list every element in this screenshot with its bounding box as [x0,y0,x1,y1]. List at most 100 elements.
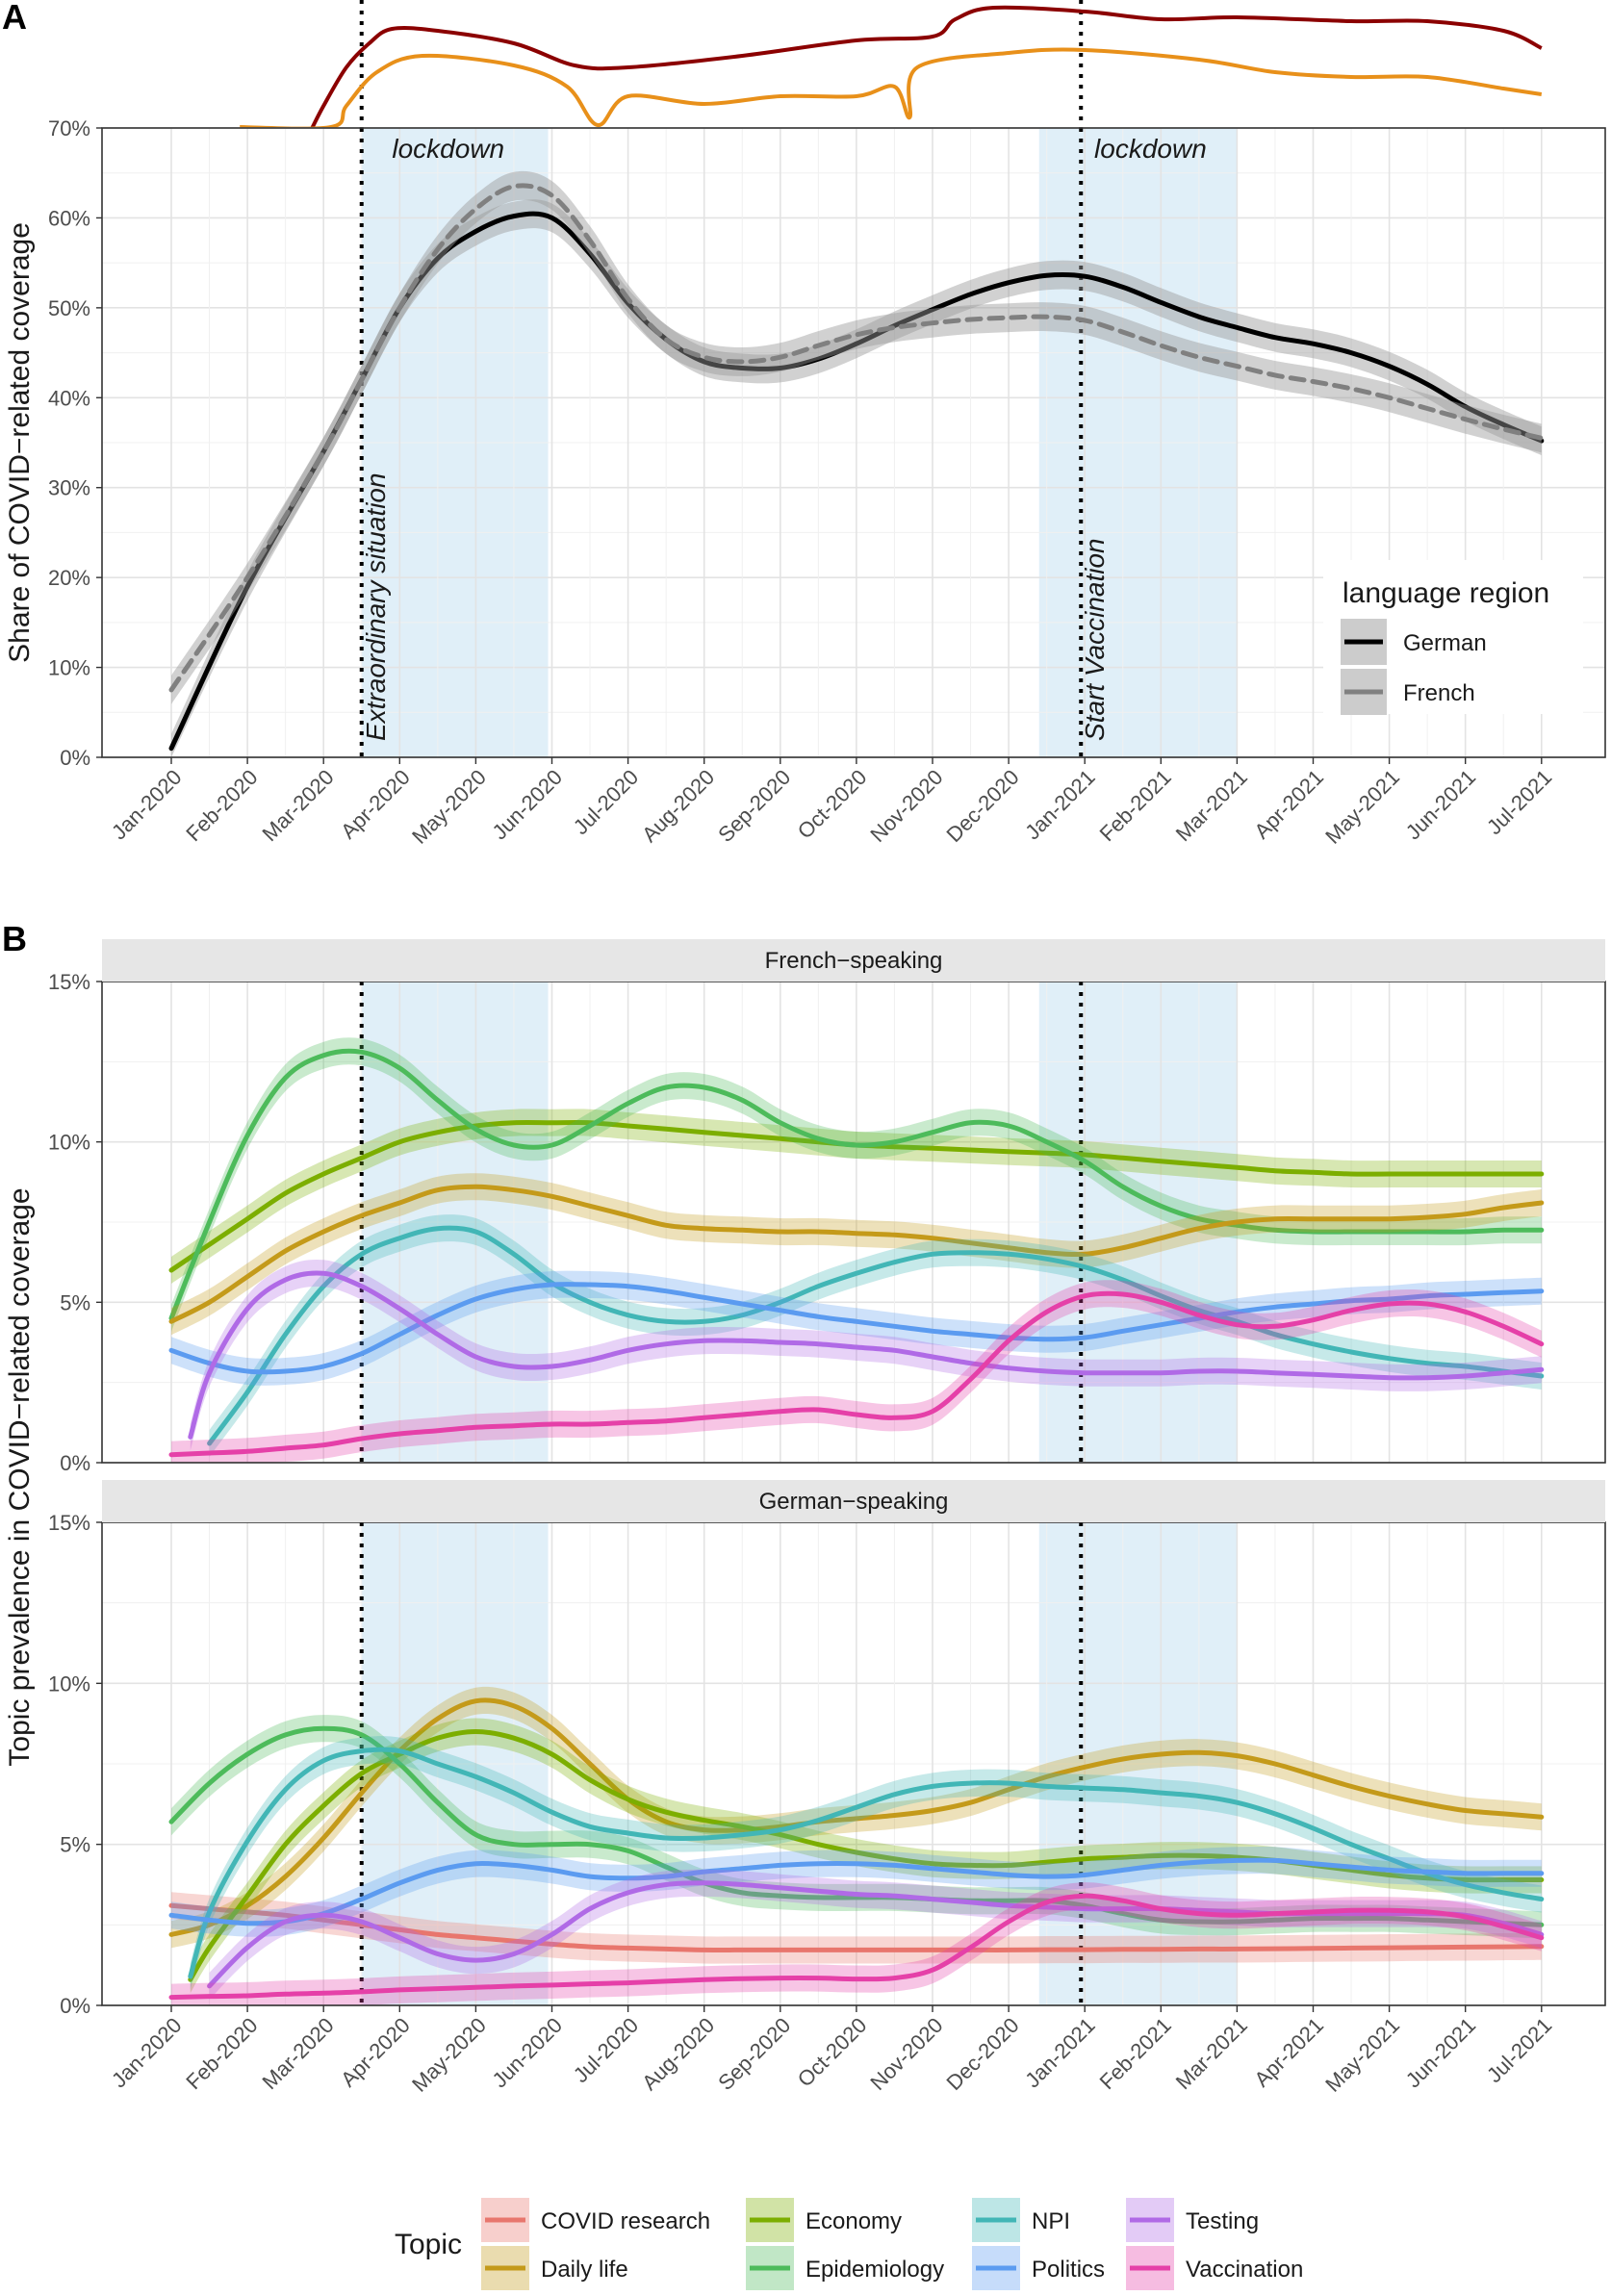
y-tick-label-french: 10% [48,1131,90,1155]
strip-french-label: French−speaking [765,948,943,974]
x-tick-label-a-may-2021: May-2021 [1320,765,1404,849]
series-line-vaccination-german [168,1893,1545,2001]
x-tick-label-b-jun-2021: Jun-2021 [1401,2013,1481,2093]
x-tick-label-a-jan-2020: Jan-2020 [107,765,187,845]
strip-german-label: German−speaking [759,1489,949,1515]
x-tick-label-b-nov-2020: Nov-2020 [865,2013,947,2095]
x-tick-label-b-may-2020: May-2020 [407,2013,491,2097]
series-line-npi-german [188,1747,1545,1979]
y-tick-label-french: 0% [60,1451,90,1475]
topic-label-npi: NPI [1032,2208,1070,2234]
y-tick-label-french: 15% [48,970,90,994]
event-label-2: Start Vaccination [1080,538,1110,741]
x-tick-label-a-oct-2020: Oct-2020 [793,765,872,844]
series-line-vaccination-french [168,1290,1545,1458]
panel-a-letter: A [2,0,27,37]
panel-a: 0% 10% 20% 30% 40% 50% 60% 70% [48,116,1606,770]
series-line-covid-research-german [168,1902,1545,1952]
panel-b-y-axis-title: Topic prevalence in COVID−related covera… [4,1187,36,1766]
language-region-legend: language region German French [1323,560,1583,715]
topic-label-epidemiology: Epidemiology [806,2257,944,2283]
series-line-french-a [168,183,1545,693]
series-line-epidemiology-german [168,1725,1545,1927]
legend-title: language region [1342,577,1549,609]
top-trend-french-line [240,47,1543,131]
panel-german: 0% 5% 10% 15% [48,1511,1606,2018]
x-tick-label-b-apr-2020: Apr-2020 [336,2013,415,2092]
y-tick-label-a: 50% [48,296,90,320]
y-tick-label-a: 40% [48,386,90,410]
ribbon-politics-german [171,1847,1542,1937]
ribbon-vaccination-french [171,1280,1542,1464]
x-tick-label-a-sep-2020: Sep-2020 [713,765,795,847]
topic-label-covid-research: COVID research [541,2208,710,2234]
topic-label-testing: Testing [1186,2208,1259,2234]
x-tick-label-b-mar-2021: Mar-2021 [1171,2013,1252,2094]
ribbon-testing-german [209,1869,1542,2000]
lockdown-label-1: lockdown [392,134,504,164]
top-trend-lines [240,0,1543,131]
x-tick-label-b-dec-2020: Dec-2020 [942,2013,1024,2095]
ribbon-covid-research-german [171,1892,1542,1964]
x-tick-label-a-may-2020: May-2020 [407,765,491,849]
x-tick-label-b-feb-2021: Feb-2021 [1095,2013,1176,2094]
y-tick-label-a: 30% [48,476,90,500]
panel-french: 0% 5% 10% 15% [48,970,1606,1475]
series-line-politics-german [168,1857,1545,1926]
x-tick-label-b-jan-2020: Jan-2020 [107,2013,187,2093]
top-trend-german-line [310,5,1543,129]
y-tick-label-a: 60% [48,206,90,230]
x-tick-label-b-jan-2021: Jan-2021 [1020,2013,1100,2093]
x-tick-label-a-jul-2021: Jul-2021 [1482,765,1556,839]
y-tick-label-german: 15% [48,1511,90,1535]
series-line-testing-french [188,1270,1545,1440]
x-tick-label-b-jun-2020: Jun-2020 [487,2013,567,2093]
x-tick-label-b-oct-2020: Oct-2020 [793,2013,872,2092]
topic-label-politics: Politics [1032,2257,1105,2283]
x-tick-label-a-feb-2020: Feb-2020 [181,765,262,846]
topic-legend: Topic COVID research Daily life Economy Epi… [395,2198,1303,2290]
strip-german-bg [102,1480,1605,1522]
lockdown-label-2: lockdown [1094,134,1207,164]
x-tick-label-b-jul-2020: Jul-2020 [569,2013,643,2087]
strip-french-bg [102,939,1605,982]
topic-label-economy: Economy [806,2208,902,2234]
x-tick-label-b-apr-2021: Apr-2021 [1249,2013,1328,2092]
ribbon-economy-french [171,1109,1542,1284]
panel-b-plot: 0%5%10%15%0%5%10%15%Jan-2020Feb-2020Mar-… [48,970,1606,2097]
series-line-npi-french [207,1225,1545,1446]
series-line-politics-french [168,1282,1545,1375]
ribbon-politics-french [171,1270,1542,1386]
panel-a-y-axis-title: Share of COVID−related coverage [4,222,36,663]
x-tick-label-b-mar-2020: Mar-2020 [257,2013,338,2094]
x-tick-label-a-mar-2020: Mar-2020 [257,765,338,846]
y-tick-label-german: 10% [48,1671,90,1696]
y-tick-label-a: 10% [48,656,90,680]
x-tick-label-b-sep-2020: Sep-2020 [713,2013,795,2095]
x-tick-label-a-dec-2020: Dec-2020 [942,765,1024,847]
topic-label-vaccination: Vaccination [1186,2257,1303,2283]
topic-legend-title: Topic [395,2229,462,2260]
x-tick-label-a-nov-2020: Nov-2020 [865,765,947,847]
x-tick-label-a-jan-2021: Jan-2021 [1020,765,1100,845]
x-tick-label-a-jul-2020: Jul-2020 [569,765,643,839]
y-tick-label-german: 0% [60,1994,90,2018]
topic-label-daily-life: Daily life [541,2257,628,2283]
ribbon-epidemiology-french [171,1037,1542,1332]
x-tick-label-a-jun-2021: Jun-2021 [1401,765,1481,845]
panel-b-letter: B [2,919,27,958]
x-tick-label-a-aug-2020: Aug-2020 [637,765,719,847]
x-tick-label-a-feb-2021: Feb-2021 [1095,765,1176,846]
x-tick-label-a-jun-2020: Jun-2020 [487,765,567,845]
series-line-daily-life-french [168,1184,1545,1324]
x-tick-label-a-apr-2021: Apr-2021 [1249,765,1328,844]
y-tick-label-a: 20% [48,566,90,590]
event-label-1: Extraordinary situation [361,472,391,741]
legend-label-french: French [1403,680,1475,706]
panel-a-plot: 0%10%20%30%40%50%60%70%Jan-2020Feb-2020M… [48,116,1606,849]
x-tick-label-b-may-2021: May-2021 [1320,2013,1404,2097]
x-tick-label-b-jul-2021: Jul-2021 [1482,2013,1556,2087]
ribbon-testing-french [190,1259,1542,1451]
y-tick-label-french: 5% [60,1290,90,1314]
